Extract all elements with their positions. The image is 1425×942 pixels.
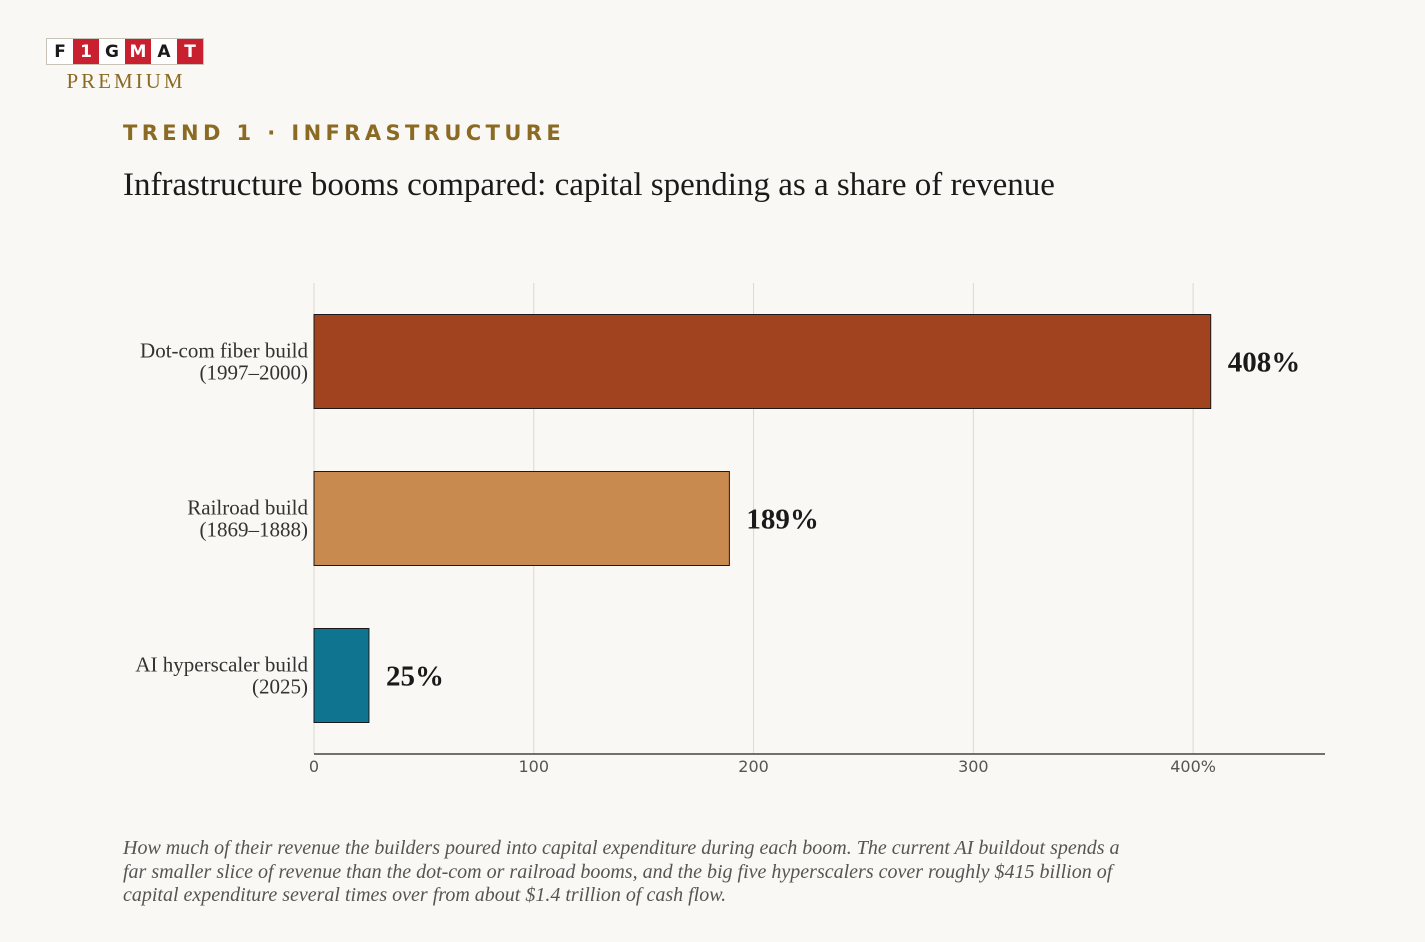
chart-caption: How much of their revenue the builders p… [123,837,1120,906]
bar [313,314,1212,409]
category-label: Railroad build [187,496,308,520]
section-eyebrow: TREND 1 · INFRASTRUCTURE [123,121,566,145]
logo-letter: M [125,39,151,64]
x-tick-label: 200 [738,757,769,776]
logo-letter: F [47,39,73,64]
category-label: (1997–2000) [200,361,309,385]
data-label: 25% [386,661,444,693]
category-label: (1869–1888) [200,518,309,542]
category-label: AI hyperscaler build [135,653,308,677]
x-tick-label: 300 [958,757,989,776]
bar [313,628,370,723]
data-label: 189% [746,504,819,536]
logo-letter: T [177,39,203,64]
bar [313,471,730,566]
logo-tagline: PREMIUM [66,69,186,93]
data-label: 408% [1228,347,1301,379]
category-label: (2025) [252,675,308,699]
logo-letter: G [99,39,125,64]
chart-title: Infrastructure booms compared: capital s… [123,167,1055,203]
x-tick-label: 400% [1170,757,1216,776]
x-tick-label: 0 [309,757,319,776]
x-tick-label: 100 [519,757,550,776]
logo-letter: 1 [73,39,99,64]
category-label: Dot-com fiber build [140,339,308,363]
logo-letter: A [151,39,177,64]
